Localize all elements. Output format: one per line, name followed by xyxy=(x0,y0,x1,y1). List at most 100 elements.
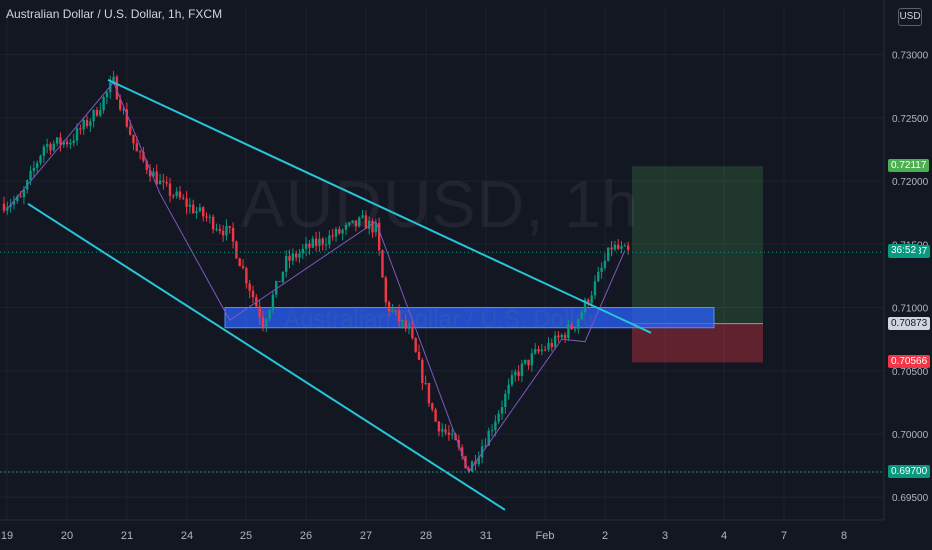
candle-body xyxy=(175,191,178,196)
candle-body xyxy=(182,197,185,199)
candle-body xyxy=(39,155,42,163)
candle-body xyxy=(231,227,235,242)
candle-body xyxy=(205,216,208,218)
candle-body xyxy=(368,220,371,229)
candle-body xyxy=(387,302,391,312)
candle-body xyxy=(188,204,192,207)
candle-body xyxy=(12,200,16,205)
candle-body xyxy=(411,327,414,339)
candle-body xyxy=(235,241,238,259)
candle-body xyxy=(613,244,617,250)
candle-body xyxy=(490,430,494,432)
candle-body xyxy=(537,349,540,352)
candle-body xyxy=(444,429,447,433)
candle-body xyxy=(381,250,384,278)
price-label: 0.70873 xyxy=(888,316,931,330)
candle-body xyxy=(52,143,55,151)
candle-body xyxy=(480,446,484,458)
candle-body xyxy=(447,432,451,435)
grid-lines xyxy=(0,8,884,520)
candle-body xyxy=(308,243,311,248)
channel-upper-line[interactable] xyxy=(107,78,652,334)
time-tick-label: 26 xyxy=(300,530,312,542)
candle-body xyxy=(42,146,46,156)
price-label: 0.72117 xyxy=(888,159,930,173)
candle-body xyxy=(424,382,427,384)
candle-body xyxy=(397,310,401,322)
candle-body xyxy=(192,204,195,214)
candle-body xyxy=(268,309,271,320)
long-position-tool[interactable] xyxy=(632,166,763,363)
zigzag-polyline[interactable] xyxy=(6,81,626,474)
candle-body xyxy=(115,76,119,100)
candle-body xyxy=(6,207,9,211)
candle-body xyxy=(504,393,507,408)
candle-body xyxy=(364,215,368,229)
zigzag-line[interactable] xyxy=(6,81,626,474)
time-tick-label: 28 xyxy=(420,530,432,542)
time-tick-label: 2 xyxy=(602,530,608,542)
support-zone[interactable] xyxy=(224,307,715,329)
candle-body xyxy=(92,110,95,122)
price-tick-label: 0.70000 xyxy=(892,430,929,441)
candle-body xyxy=(560,334,563,338)
price-tick-label: 0.71000 xyxy=(892,304,929,315)
descending-channel[interactable] xyxy=(27,78,652,511)
chart-title[interactable]: Australian Dollar / U.S. Dollar, 1h, FXC… xyxy=(6,7,223,21)
candle-body xyxy=(583,299,587,313)
candle-body xyxy=(457,439,461,448)
candle-body xyxy=(75,128,79,141)
candle-body xyxy=(258,306,261,318)
candle-body xyxy=(142,151,145,161)
candle-body xyxy=(514,371,517,376)
candle-body xyxy=(354,220,358,227)
candle-body xyxy=(208,216,212,218)
candle-body xyxy=(577,319,580,329)
candle-body xyxy=(484,445,487,447)
time-axis[interactable]: 19 20 21 24 25 26 27 28 31 Feb 2 3 4 7 8 xyxy=(0,519,884,550)
target-zone[interactable] xyxy=(632,166,763,324)
candle-body xyxy=(261,317,265,328)
candle-body xyxy=(221,230,225,236)
candle-body xyxy=(241,266,245,269)
candle-body xyxy=(344,224,348,230)
candle-body xyxy=(597,272,600,282)
candle-body xyxy=(165,182,168,184)
price-label: 0.70566 xyxy=(888,355,931,369)
support-zone-rect[interactable] xyxy=(224,307,715,329)
watermark-symbol: AUDUSD, 1h xyxy=(240,167,640,241)
channel-lower-line[interactable] xyxy=(27,202,506,511)
stop-zone[interactable] xyxy=(632,323,763,363)
candle-body xyxy=(351,220,354,223)
candle-body xyxy=(341,229,344,234)
time-tick-label: 27 xyxy=(360,530,372,542)
time-tick-label: 7 xyxy=(781,530,787,542)
candle-body xyxy=(285,256,288,272)
candle-body xyxy=(524,359,527,364)
candle-body xyxy=(122,109,125,111)
candle-body xyxy=(211,216,215,230)
candle-body xyxy=(72,140,75,143)
candle-body xyxy=(119,99,122,110)
candle-body xyxy=(610,247,613,250)
candle-body xyxy=(607,247,610,261)
candle-body xyxy=(228,226,231,228)
currency-button[interactable]: USD xyxy=(898,8,922,26)
candle-body xyxy=(334,228,338,237)
candle-body xyxy=(626,245,630,250)
candle-body xyxy=(158,180,162,185)
candle-body xyxy=(89,121,92,126)
candle-body xyxy=(517,371,520,376)
candle-body xyxy=(105,92,109,97)
candle-body xyxy=(500,407,504,414)
candle-body xyxy=(29,170,32,181)
candle-body xyxy=(248,283,251,291)
candle-body xyxy=(477,457,480,465)
candle-body xyxy=(225,226,228,236)
candle-body xyxy=(36,162,39,168)
candle-body xyxy=(593,281,597,296)
price-axis[interactable]: 0.730000.725000.720000.715000.710000.705… xyxy=(883,0,932,550)
candle-body xyxy=(125,109,129,127)
candle-body xyxy=(587,299,590,304)
